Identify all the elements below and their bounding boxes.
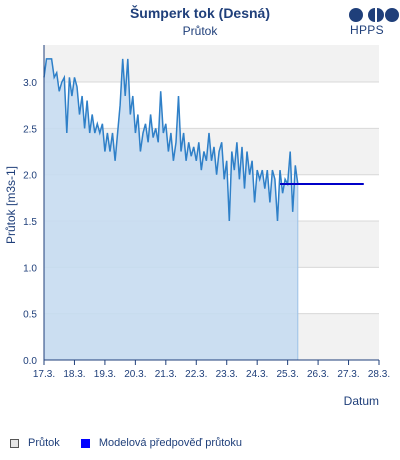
y-tick-label: 1.5 bbox=[23, 217, 37, 228]
y-tick-label: 1.0 bbox=[23, 263, 37, 274]
flow-chart: 0.0 0.5 1.0 1.5 2.0 2.5 3.0 17.3. 18.3. 19.3. 20.… bbox=[4, 45, 390, 408]
x-tick-label: 23.3. bbox=[216, 369, 238, 380]
legend-item-flow[interactable]: Průtok bbox=[10, 437, 60, 449]
legend-label-flow: Průtok bbox=[28, 437, 60, 449]
legend: Průtok Modelová předpověď průtoku bbox=[10, 437, 260, 451]
y-tick-label: 0.0 bbox=[23, 356, 37, 367]
flow-line bbox=[43, 58, 299, 222]
plot-band bbox=[44, 45, 379, 83]
chart-title: Šumperk tok (Desná) bbox=[129, 5, 271, 21]
hpps-logo-icon bbox=[349, 8, 399, 22]
x-tick-label: 19.3. bbox=[94, 369, 116, 380]
y-axis-label: Průtok [m3s-1] bbox=[4, 166, 18, 244]
x-tick-label: 28.3. bbox=[368, 369, 390, 380]
x-tick-label: 18.3. bbox=[63, 369, 85, 380]
legend-label-forecast: Modelová předpověď průtoku bbox=[98, 437, 242, 449]
legend-item-forecast[interactable]: Modelová předpověď průtoku bbox=[80, 437, 242, 449]
y-tick-label: 2.5 bbox=[23, 124, 37, 135]
x-tick-label: 17.3. bbox=[33, 369, 55, 380]
x-tick-labels: 17.3. 18.3. 19.3. 20.3. 21.3. 22.3. 23.3. 24.3.… bbox=[33, 360, 390, 380]
legend-swatch-flow bbox=[10, 438, 19, 448]
y-tick-label: 0.5 bbox=[23, 310, 37, 321]
x-axis-label: Datum bbox=[344, 394, 379, 408]
logo-text: HPPS bbox=[350, 23, 384, 37]
y-tick-labels: 0.0 0.5 1.0 1.5 2.0 2.5 3.0 bbox=[23, 78, 37, 367]
y-tick-label: 2.0 bbox=[23, 171, 37, 182]
x-tick-label: 27.3. bbox=[337, 369, 359, 380]
x-tick-label: 22.3. bbox=[185, 369, 207, 380]
x-tick-label: 21.3. bbox=[155, 369, 177, 380]
legend-swatch-forecast bbox=[80, 438, 90, 448]
y-tick-label: 3.0 bbox=[23, 78, 37, 89]
x-tick-label: 25.3. bbox=[277, 369, 299, 380]
x-tick-label: 24.3. bbox=[246, 369, 268, 380]
x-tick-label: 20.3. bbox=[124, 369, 146, 380]
x-tick-label: 26.3. bbox=[307, 369, 329, 380]
axes bbox=[43, 45, 379, 361]
chart-subtitle: Průtok bbox=[182, 24, 218, 38]
